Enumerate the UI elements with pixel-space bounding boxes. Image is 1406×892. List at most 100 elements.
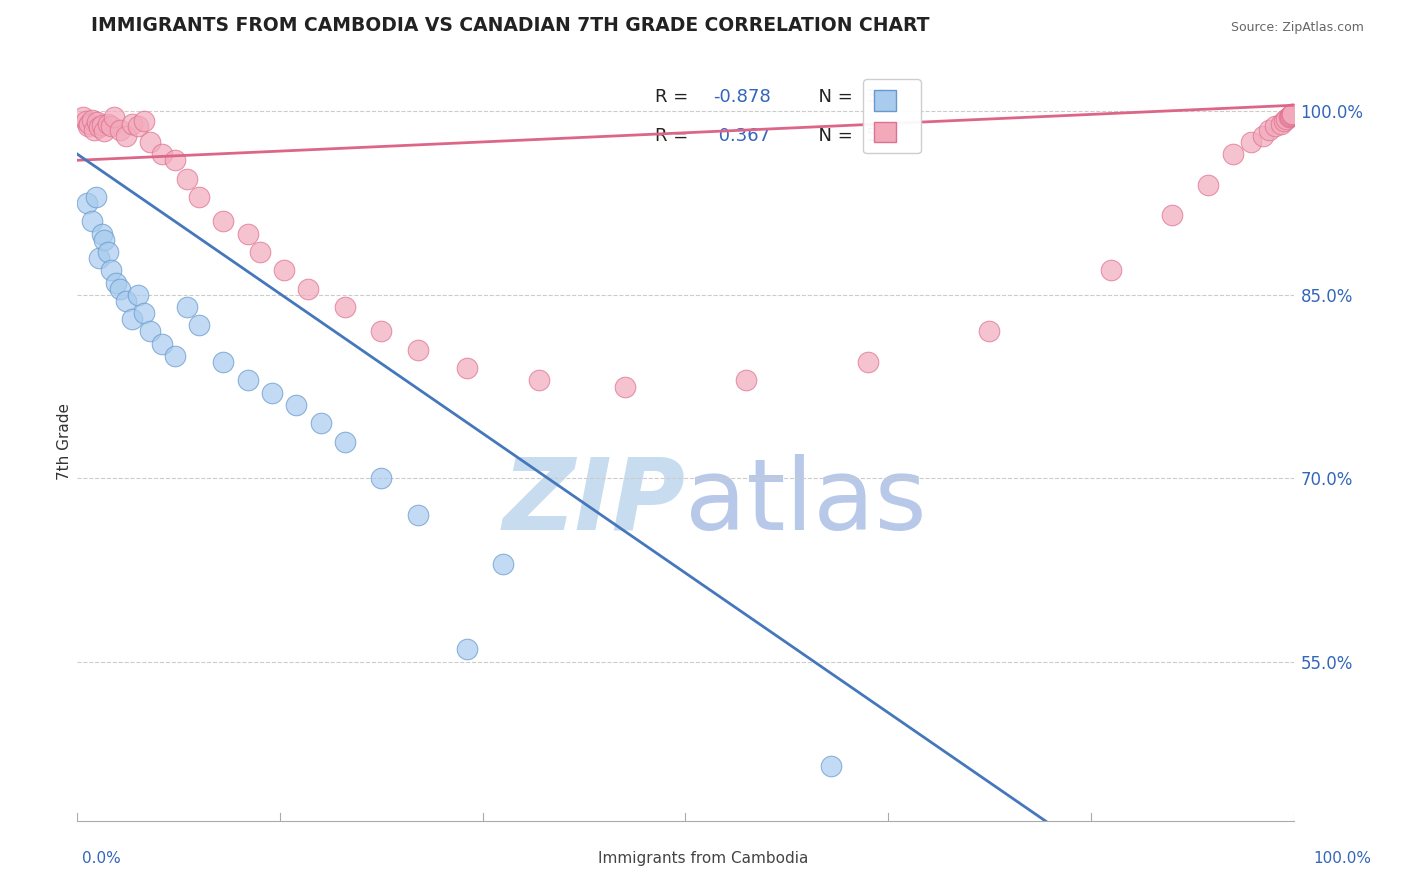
Point: [1279, 108, 1302, 122]
Text: 0.367: 0.367: [713, 127, 770, 145]
Point: [100, 119, 122, 133]
Point: [456, 361, 478, 376]
Text: N =: N =: [807, 87, 859, 105]
Point: [273, 263, 295, 277]
Point: [1222, 147, 1244, 161]
Point: [93, 124, 115, 138]
Point: [406, 343, 429, 357]
Point: [249, 244, 271, 259]
Point: [297, 282, 319, 296]
Point: [139, 135, 162, 149]
Point: [83, 122, 105, 136]
Point: [333, 434, 356, 449]
Point: [1258, 122, 1281, 136]
Point: [333, 300, 356, 314]
Point: [152, 336, 174, 351]
Point: [134, 306, 156, 320]
Point: [1251, 128, 1274, 143]
Point: [139, 325, 162, 339]
Point: [77, 119, 100, 133]
Point: [1278, 109, 1301, 123]
Point: [89, 251, 111, 265]
Point: [1281, 107, 1303, 121]
Point: [103, 111, 125, 125]
Text: IMMIGRANTS FROM CAMBODIA VS CANADIAN 7TH GRADE CORRELATION CHART: IMMIGRANTS FROM CAMBODIA VS CANADIAN 7TH…: [91, 16, 929, 35]
Point: [1270, 117, 1292, 131]
Point: [236, 227, 259, 241]
Point: [820, 758, 842, 772]
Point: [212, 355, 235, 369]
Point: [260, 385, 283, 400]
Point: [529, 373, 551, 387]
Point: [1099, 263, 1122, 277]
Point: [108, 282, 131, 296]
Point: [285, 398, 308, 412]
Point: [93, 233, 115, 247]
Point: [115, 293, 138, 308]
Point: [176, 300, 198, 314]
Point: [79, 117, 101, 131]
Legend: , : ,: [863, 79, 921, 153]
Point: [163, 153, 186, 168]
Point: [236, 373, 259, 387]
Point: [406, 508, 429, 522]
Point: [121, 312, 143, 326]
Point: [100, 263, 122, 277]
Y-axis label: 7th Grade: 7th Grade: [56, 403, 72, 480]
Point: [212, 214, 235, 228]
Point: [1279, 109, 1302, 123]
Point: [979, 325, 1001, 339]
Text: R =: R =: [655, 87, 695, 105]
Text: 30: 30: [866, 87, 889, 105]
Text: Immigrants from Cambodia: Immigrants from Cambodia: [598, 852, 808, 866]
Point: [75, 114, 97, 128]
Point: [188, 190, 211, 204]
Point: [72, 111, 94, 125]
Point: [134, 114, 156, 128]
Point: [492, 557, 515, 571]
Point: [309, 416, 332, 430]
Point: [1197, 178, 1219, 192]
Point: [1240, 135, 1263, 149]
Text: R =: R =: [655, 127, 695, 145]
Text: -0.878: -0.878: [713, 87, 770, 105]
Text: atlas: atlas: [686, 454, 927, 550]
Point: [80, 112, 103, 127]
Point: [735, 373, 758, 387]
Text: Source: ZipAtlas.com: Source: ZipAtlas.com: [1230, 21, 1364, 34]
Point: [80, 214, 103, 228]
Point: [76, 196, 98, 211]
Text: 100.0%: 100.0%: [1313, 852, 1372, 866]
Point: [108, 122, 131, 136]
Point: [86, 115, 108, 129]
Point: [121, 117, 143, 131]
Point: [188, 318, 211, 333]
Point: [90, 118, 112, 132]
Point: [1264, 119, 1286, 133]
Text: N =: N =: [807, 127, 859, 145]
Point: [105, 276, 128, 290]
Point: [84, 190, 107, 204]
Point: [127, 287, 149, 301]
Point: [1281, 107, 1303, 121]
Point: [152, 147, 174, 161]
Point: [97, 117, 120, 131]
Text: ZIP: ZIP: [502, 454, 686, 550]
Point: [456, 642, 478, 657]
Text: 54: 54: [866, 127, 889, 145]
Text: 0.0%: 0.0%: [82, 852, 121, 866]
Point: [856, 355, 879, 369]
Point: [613, 379, 636, 393]
Point: [1275, 112, 1298, 126]
Point: [97, 244, 120, 259]
Point: [1272, 114, 1295, 128]
Point: [115, 128, 138, 143]
Point: [176, 171, 198, 186]
Point: [1161, 208, 1184, 222]
Point: [90, 227, 112, 241]
Point: [89, 120, 111, 135]
Point: [370, 325, 392, 339]
Point: [127, 119, 149, 133]
Point: [1278, 111, 1301, 125]
Point: [370, 471, 392, 485]
